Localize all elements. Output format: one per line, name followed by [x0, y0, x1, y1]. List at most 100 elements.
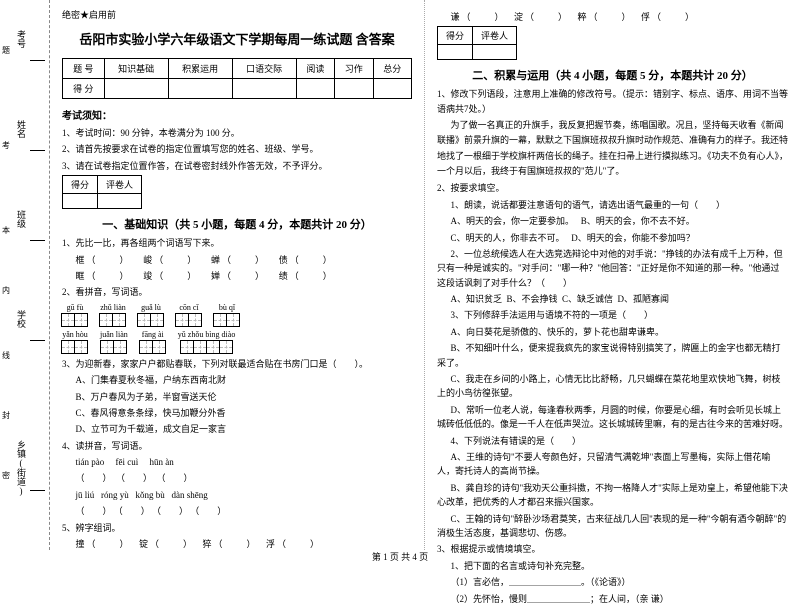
margin-label: 乡镇(街道)	[15, 440, 28, 496]
left-column: 绝密★启用前 岳阳市实验小学六年级语文下学期每周一练试题 含答案 题 号 知识基…	[50, 0, 425, 550]
q4-stem: 4、读拼音，写词语。	[62, 439, 412, 453]
pinyin: gū fù	[67, 303, 84, 312]
pair: 竣（ ）	[143, 271, 198, 281]
grid-group: gū fù	[62, 303, 88, 327]
s2q2-sub3: 3、下列修辞手法运用与语境不符的一项是（ ）	[437, 308, 788, 322]
q3-opt: C、春风得意条条绿，快马加鞭分外香	[62, 406, 412, 420]
pair: 锭（ ）	[139, 539, 194, 549]
q4-row-paren: （ ） （ ） （ ） （ ）	[62, 504, 412, 518]
q4-row-paren: （ ） （ ） （ ）	[62, 471, 412, 485]
margin-hint: 密	[2, 470, 10, 481]
cell: 得分	[438, 27, 473, 45]
grid-group: yǔ zhǒu bìng diào	[178, 330, 236, 354]
py: fēi cuì	[116, 457, 139, 467]
cell: 知识基础	[104, 59, 168, 79]
exam-title: 岳阳市实验小学六年级语文下学期每周一练试题 含答案	[62, 29, 412, 48]
cell	[63, 194, 98, 209]
margin-hint: 本	[2, 225, 10, 236]
margin-underline	[30, 340, 45, 341]
py: róng yù	[101, 490, 129, 500]
s2q2-sub2: 2、一位总统候选人在大选竞选辩论中对他的对手说："挣钱的办法有成千上万种，但只有…	[437, 247, 788, 290]
q4-row2: jū liú róng yù kǒng bù dàn shēng	[62, 488, 412, 502]
py: hūn àn	[150, 457, 174, 467]
cell: 积累运用	[168, 59, 232, 79]
exam-page: 考号 姓名 班级 学校 乡镇(街道) 题 考 本 内 线 封 密 绝密★启用前 …	[0, 0, 800, 550]
notice-item: 3、请在试卷指定位置作答，在试卷密封线外作答无效，不予评分。	[62, 159, 412, 173]
grid-group: juǎn liàn	[100, 330, 128, 354]
s2q2-opt4c: C、王翰的诗句"醉卧沙场君莫笑，古来征战几人回"表现的是一种"今朝有酒今朝醉"的…	[437, 512, 788, 541]
table-row: 题 号 知识基础 积累运用 口语交际 阅读 习作 总分	[63, 59, 412, 79]
right-column: 谦（ ） 淀（ ） 粹（ ） 俘（ ） 得分评卷人 二、积累与运用（共 4 小题…	[425, 0, 800, 550]
grid-group: cōn cǐ	[176, 303, 202, 327]
cell: 得分	[63, 176, 98, 194]
margin-label: 考号	[15, 30, 28, 48]
grid-group: guǎ lù	[138, 303, 164, 327]
s2q2-opt3c: C、我走在乡间的小路上，心情无比比舒畅，几只蝴蝶在菜花地里欢快地飞舞，树枝上的小…	[437, 372, 788, 401]
notice-heading: 考试须知：	[62, 107, 412, 122]
s2q2-opt4a: A、王维的诗句"不要人夸颜色好，只留清气满乾坤"表面上写墨梅，实际上借花喻人，寄…	[437, 450, 788, 479]
q3-opt: D、立节可为千载道，成文自足一家言	[62, 422, 412, 436]
margin-label: 姓名	[15, 120, 28, 138]
s2q3-line: （1）言必信，＿＿＿＿＿＿＿＿。（《论语》）	[437, 575, 788, 589]
opt: A、知识贫乏	[451, 294, 503, 304]
section-1-title: 一、基础知识（共 5 小题，每题 4 分，本题共计 20 分）	[62, 216, 412, 232]
pinyin: zhǔ liàn	[100, 303, 126, 312]
pair: 粹（ ）	[578, 12, 633, 22]
page-footer: 第 1 页 共 4 页	[0, 550, 800, 563]
section-2-title: 二、积累与运用（共 4 小题，每题 5 分，本题共计 20 分）	[437, 67, 788, 83]
margin-label: 班级	[15, 210, 28, 228]
s2q2-stem: 2、按要求填空。	[437, 181, 788, 195]
cell	[335, 79, 373, 99]
q3-opt: B、万户春风为子弟，半窗雪送天伦	[62, 390, 412, 404]
cell: 习作	[335, 59, 373, 79]
mini-score-box: 得分评卷人	[437, 26, 517, 60]
margin-hint: 线	[2, 350, 10, 361]
py: tián pào	[76, 457, 105, 467]
q1-row: 眶（ ） 竣（ ） 婵（ ） 绩（ ）	[62, 269, 412, 283]
pair: 谦（ ）	[451, 12, 506, 22]
pinyin: cōn cǐ	[179, 303, 198, 312]
cell	[98, 194, 142, 209]
secret-label: 绝密★启用前	[62, 8, 412, 21]
q4-row: tián pào fēi cuì hūn àn	[62, 455, 412, 469]
q3-opt: A、门集春夏秋冬福，户纳东西南北财	[62, 373, 412, 387]
py: dàn shēng	[172, 490, 208, 500]
cell	[104, 79, 168, 99]
opt: B、明天的会，你不去不好。	[581, 216, 695, 226]
s2q2-opt3d: D、常听一位老人说，每逢春秋两季，月圆的时候，你要是心细，有时会听见长城上城砖低…	[437, 403, 788, 432]
margin-underline	[30, 490, 45, 491]
cell: 得 分	[63, 79, 105, 99]
s2q2-opt4b: B、龚自珍的诗句"我劝天公重抖擞，不拘一格降人才"实际上是劝皇上，希望他能下决心…	[437, 481, 788, 510]
cell	[232, 79, 296, 99]
margin-hint: 内	[2, 285, 10, 296]
margin-hint: 题	[2, 45, 10, 56]
pair: 绩（ ）	[279, 271, 334, 281]
binding-margin: 考号 姓名 班级 学校 乡镇(街道) 题 考 本 内 线 封 密	[0, 0, 50, 550]
margin-underline	[30, 150, 45, 151]
cell: 总分	[373, 59, 411, 79]
cell: 口语交际	[232, 59, 296, 79]
pinyin-grid-row: yǎn hòu juǎn liàn fāng ài yǔ zhǒu bìng d…	[62, 330, 412, 354]
cell: 阅读	[296, 59, 334, 79]
opt: C、缺乏诚信	[562, 294, 613, 304]
pair: 猝（ ）	[203, 539, 258, 549]
pinyin: fāng ài	[142, 330, 164, 339]
grid-group: bù qǐ	[214, 303, 240, 327]
grid-group: yǎn hòu	[62, 330, 88, 354]
pair: 眶（ ）	[76, 271, 131, 281]
pair: 峻（ ）	[143, 255, 198, 265]
cell	[296, 79, 334, 99]
notice-item: 1、考试时间：90 分钟，本卷满分为 100 分。	[62, 126, 412, 140]
q5-row-cont: 谦（ ） 淀（ ） 粹（ ） 俘（ ）	[437, 10, 788, 24]
pinyin: yǎn hòu	[62, 330, 88, 339]
margin-hint: 考	[2, 140, 10, 151]
s2q2-opt3a: A、向日葵花是骄傲的、快乐的，萝卜花也甜卑谦卑。	[437, 325, 788, 339]
opt: A、明天的会，你一定要参加。	[451, 216, 575, 226]
opt: D、明天的会，你能不参加吗？	[571, 233, 695, 243]
opt: B、不会挣钱	[507, 294, 558, 304]
pinyin: bù qǐ	[219, 303, 235, 312]
s2q2-opts1b: C、明天的人，你非去不可。 D、明天的会，你能不参加吗？	[437, 231, 788, 245]
s2q2-sub4: 4、下列说法有错误的是（ ）	[437, 434, 788, 448]
cell	[168, 79, 232, 99]
margin-underline	[30, 60, 45, 61]
